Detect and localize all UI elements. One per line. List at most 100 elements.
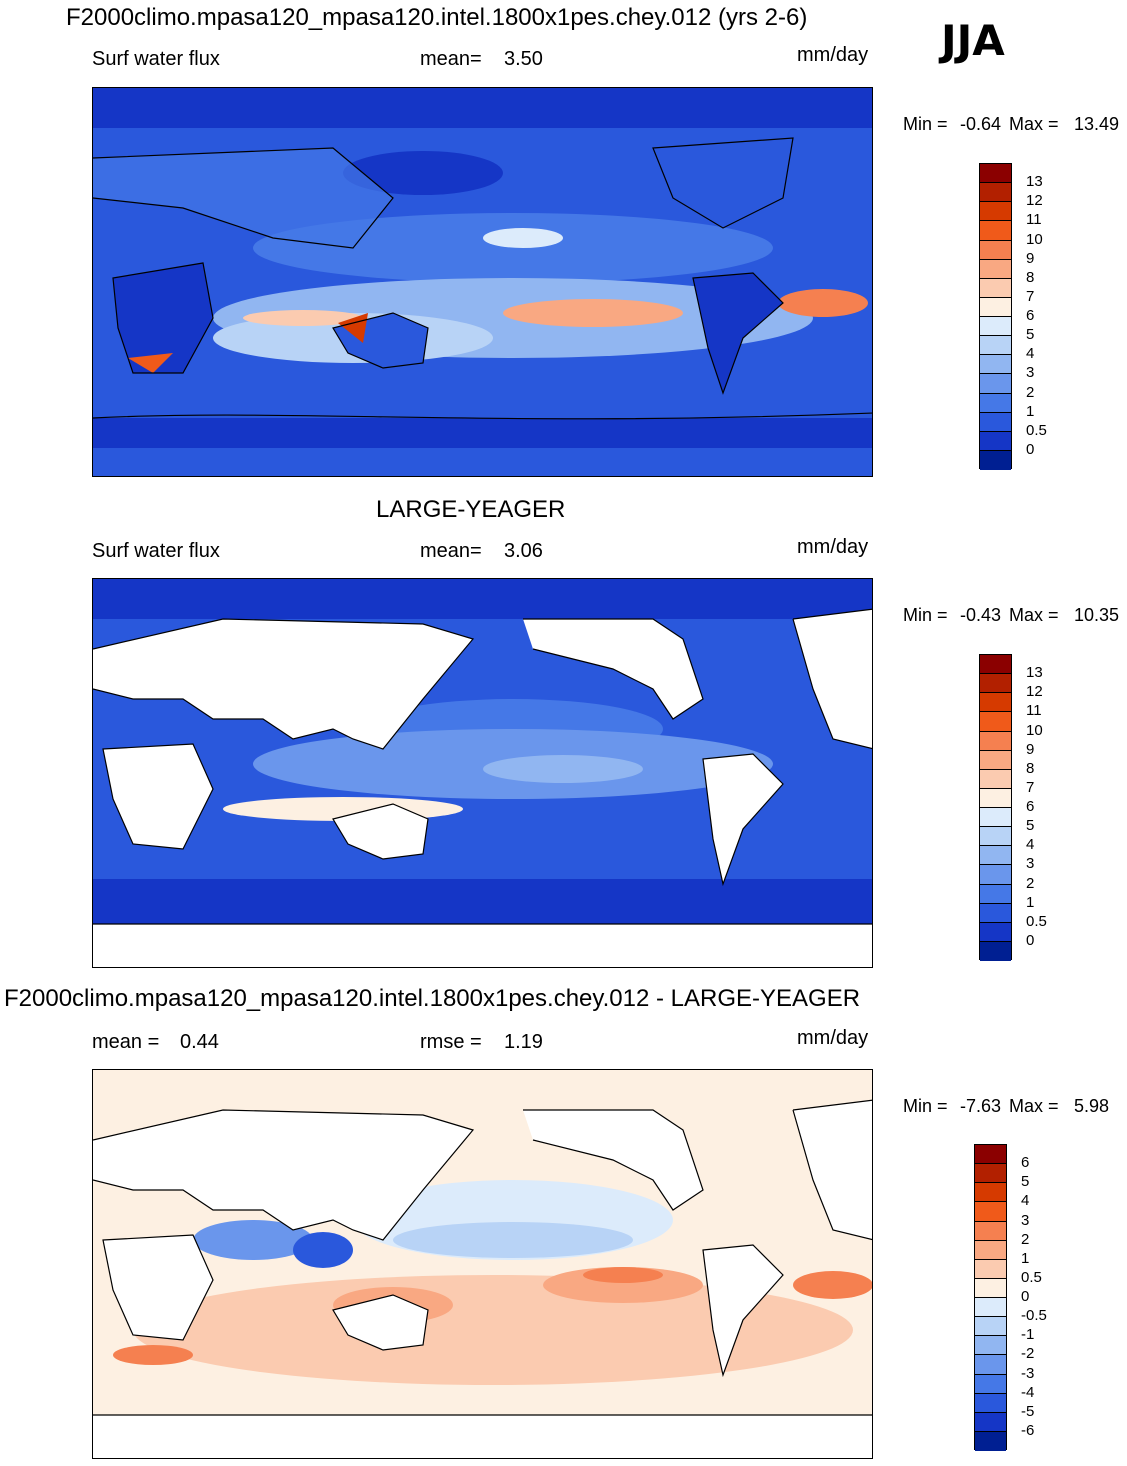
colorbar-swatch xyxy=(975,1164,1006,1184)
colorbar-swatch xyxy=(980,750,1011,770)
panel3-max-value: 5.98 xyxy=(1074,1096,1110,1116)
colorbar-swatch xyxy=(980,808,1011,828)
colorbar-tick-label: 1 xyxy=(1021,1249,1030,1267)
panel1-mean-value: 3.50 xyxy=(504,48,543,70)
season-label: JJA xyxy=(941,16,1005,65)
panel3-units: mm/day xyxy=(797,1027,869,1049)
colorbar-tick-label: 6 xyxy=(1021,1154,1030,1172)
colorbar-tick-label: 8 xyxy=(1026,759,1035,777)
panel3-min-label: Min = xyxy=(903,1096,948,1116)
colorbar-swatch xyxy=(980,731,1011,751)
colorbar-swatch xyxy=(975,1240,1006,1260)
panel3-colorbar xyxy=(974,1144,1007,1451)
panel2-map xyxy=(92,578,873,968)
colorbar-swatch xyxy=(975,1298,1006,1318)
panel1-units: mm/day xyxy=(797,44,869,66)
colorbar-swatch xyxy=(980,393,1011,413)
colorbar-swatch xyxy=(980,827,1011,847)
colorbar-tick-label: -1 xyxy=(1021,1326,1035,1344)
colorbar-swatch xyxy=(975,1317,1006,1337)
panel2-mean-value: 3.06 xyxy=(504,540,543,562)
panel1-colorbar xyxy=(979,163,1012,470)
colorbar-tick-label: 2 xyxy=(1021,1230,1030,1248)
colorbar-swatch xyxy=(980,655,1011,675)
colorbar-swatch xyxy=(975,1259,1006,1279)
colorbar-swatch xyxy=(980,712,1011,732)
colorbar-tick-label: 3 xyxy=(1021,1211,1030,1229)
colorbar-tick-label: 6 xyxy=(1026,307,1035,324)
panel2-mean-label: mean= xyxy=(420,540,482,562)
colorbar-tick-label: -4 xyxy=(1021,1383,1035,1401)
colorbar-swatch xyxy=(975,1183,1006,1203)
colorbar-swatch xyxy=(980,674,1011,694)
panel2-min-value: -0.43 xyxy=(960,605,1002,625)
colorbar-tick-label: 11 xyxy=(1026,211,1042,229)
panel2-min-label: Min = xyxy=(903,605,948,625)
colorbar-tick-label: 13 xyxy=(1026,664,1043,682)
colorbar-tick-label: 7 xyxy=(1026,287,1035,305)
colorbar-swatch xyxy=(980,355,1011,375)
colorbar-tick-label: 0.5 xyxy=(1026,912,1047,930)
figure-title: F2000climo.mpasa120_mpasa120.intel.1800x… xyxy=(66,4,808,31)
colorbar-swatch xyxy=(975,1431,1006,1451)
colorbar-swatch xyxy=(980,202,1011,222)
panel3-title: F2000climo.mpasa120_mpasa120.intel.1800x… xyxy=(4,985,861,1012)
panel1-max-value: 13.49 xyxy=(1074,114,1120,134)
panel3-min-value: -7.63 xyxy=(960,1096,1002,1116)
colorbar-tick-label: 0 xyxy=(1026,931,1035,949)
colorbar-swatch xyxy=(980,412,1011,432)
colorbar-tick-label: 1 xyxy=(1026,402,1035,420)
panel1-min-label: Min = xyxy=(903,114,948,134)
colorbar-tick-label: 10 xyxy=(1026,721,1043,739)
colorbar-swatch xyxy=(975,1221,1006,1241)
colorbar-swatch xyxy=(975,1355,1006,1375)
panel2-colorbar xyxy=(979,654,1012,961)
colorbar-swatch xyxy=(980,278,1011,298)
colorbar-tick-label: 4 xyxy=(1021,1192,1030,1210)
panel2-max-value: 10.35 xyxy=(1074,605,1120,625)
colorbar-tick-label: 4 xyxy=(1026,836,1035,854)
colorbar-swatch xyxy=(975,1278,1006,1298)
colorbar-swatch xyxy=(975,1202,1006,1222)
colorbar-swatch xyxy=(980,922,1011,942)
colorbar-tick-label: 10 xyxy=(1026,230,1043,248)
panel2-units: mm/day xyxy=(797,536,869,558)
colorbar-tick-label: 7 xyxy=(1026,778,1035,796)
colorbar-tick-label: 8 xyxy=(1026,268,1035,286)
colorbar-swatch xyxy=(980,903,1011,923)
colorbar-swatch xyxy=(980,884,1011,904)
colorbar-swatch xyxy=(980,240,1011,260)
colorbar-tick-label: -0.5 xyxy=(1021,1307,1047,1325)
colorbar-tick-label: 0.5 xyxy=(1026,421,1047,439)
colorbar-swatch xyxy=(975,1145,1006,1165)
colorbar-tick-label: 0 xyxy=(1026,440,1035,458)
panel3-mean-label: mean = xyxy=(92,1031,160,1053)
colorbar-tick-label: -2 xyxy=(1021,1345,1035,1363)
panel1-min-value: -0.64 xyxy=(960,114,1002,134)
panel2-title: LARGE-YEAGER xyxy=(376,496,566,523)
panel2-field-label: Surf water flux xyxy=(92,540,220,562)
colorbar-swatch xyxy=(980,221,1011,241)
colorbar-swatch xyxy=(980,183,1011,203)
colorbar-swatch xyxy=(980,788,1011,808)
colorbar-swatch xyxy=(975,1336,1006,1356)
colorbar-tick-label: 1 xyxy=(1026,893,1035,911)
colorbar-swatch xyxy=(980,431,1011,451)
colorbar-tick-label: 6 xyxy=(1026,798,1035,815)
panel3-rmse-label: rmse = xyxy=(420,1031,482,1053)
colorbar-swatch xyxy=(975,1412,1006,1432)
colorbar-tick-label: 9 xyxy=(1026,249,1035,267)
panel2-max-label: Max = xyxy=(1009,605,1059,625)
colorbar-tick-label: 5 xyxy=(1026,817,1035,835)
colorbar-swatch xyxy=(980,769,1011,789)
colorbar-swatch xyxy=(980,846,1011,866)
colorbar-swatch xyxy=(980,259,1011,279)
colorbar-tick-label: 0 xyxy=(1021,1288,1030,1305)
colorbar-tick-label: 2 xyxy=(1026,874,1035,892)
colorbar-tick-label: 12 xyxy=(1026,192,1043,210)
colorbar-tick-label: 5 xyxy=(1021,1173,1030,1191)
panel3-rmse-value: 1.19 xyxy=(504,1031,543,1053)
colorbar-tick-label: 2 xyxy=(1026,383,1035,401)
panel1-field-label: Surf water flux xyxy=(92,48,220,70)
colorbar-tick-label: -3 xyxy=(1021,1364,1035,1382)
